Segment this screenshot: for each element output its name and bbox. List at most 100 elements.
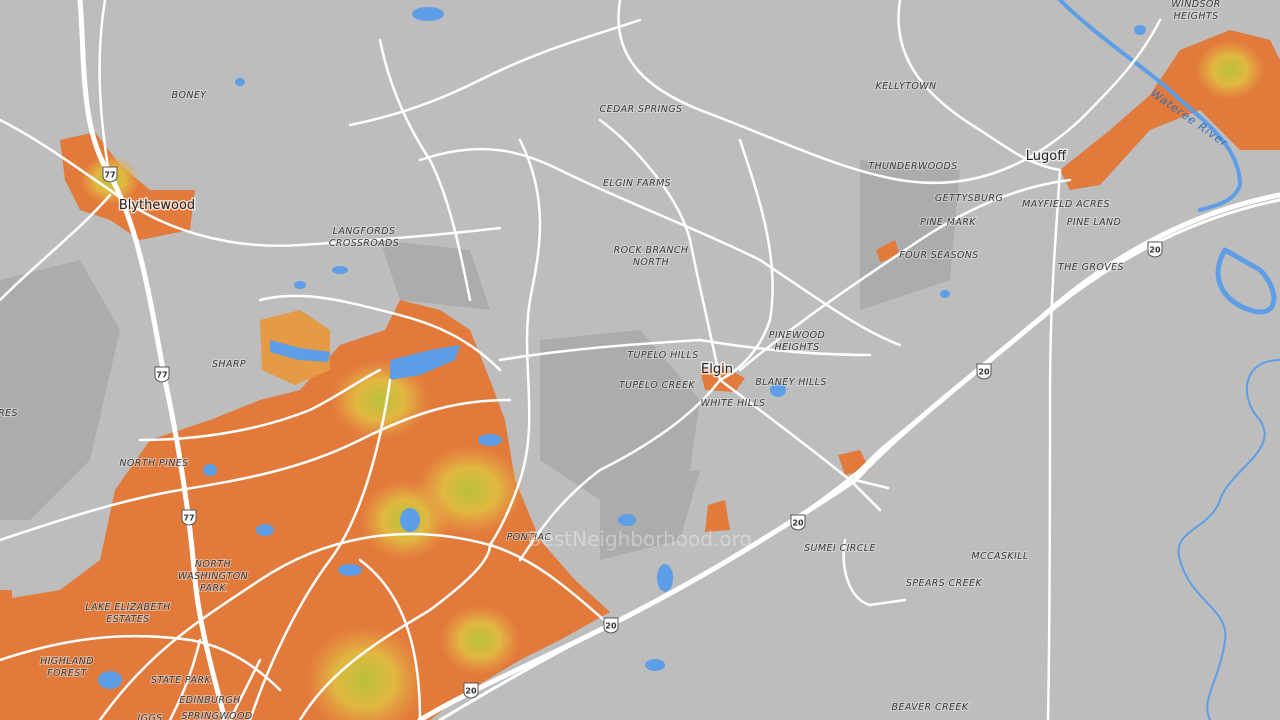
place-label-line: STATE PARK <box>151 675 212 686</box>
place-label: BONEY <box>172 90 208 101</box>
place-label-line: CEDAR SPRINGS <box>600 104 683 115</box>
place-label: NORTH WASHINGTON PARK <box>178 559 248 594</box>
town-label: Blythewood <box>119 198 195 213</box>
place-label-line: HEIGHTS <box>1173 11 1218 22</box>
place-label: PONTIAC <box>507 532 552 543</box>
place-label: ROCK BRANCH NORTH <box>614 245 689 268</box>
place-label: SUMEI CIRCLE <box>804 543 876 554</box>
labels: BONEY LANGFORDS CROSSROADS CEDAR SPRINGS ELG… <box>0 0 1221 720</box>
place-label-line: PONTIAC <box>507 532 552 543</box>
shield-outline <box>790 514 806 531</box>
place-label: HIGHLAND FOREST <box>40 656 94 679</box>
place-label: IGGS <box>137 713 162 720</box>
place-label: STATE PARK <box>151 675 212 686</box>
place-label-line: ESTATES <box>106 614 149 625</box>
place-label-line: LAKE ELIZABETH <box>85 602 170 613</box>
place-label: LAKE ELIZABETH ESTATES <box>85 602 170 625</box>
place-label: MCCASKILL <box>971 551 1028 562</box>
place-label-line: PINEWOOD <box>769 330 826 341</box>
place-label-line: THUNDERWOODS <box>868 161 957 172</box>
highway-shield: 20 <box>1147 241 1163 258</box>
shield-number: 20 <box>465 687 477 696</box>
place-label-line: FOREST <box>47 668 88 679</box>
place-label-line: RES <box>0 408 18 419</box>
place-label: EDINBURGH <box>179 695 240 706</box>
place-label-line: ROCK BRANCH <box>614 245 689 256</box>
place-label-line: TUPELO CREEK <box>619 380 696 391</box>
place-label: CEDAR SPRINGS <box>600 104 683 115</box>
place-label-line: IGGS <box>137 713 162 720</box>
highway-shield: 20 <box>463 682 479 699</box>
place-label-line: LANGFORDS <box>333 226 396 237</box>
place-label-line: SHARP <box>212 359 246 370</box>
shields: 77 77 77 20 20 20 20 20 <box>102 166 1163 699</box>
shield-outline <box>102 166 118 183</box>
highway-shield: 20 <box>790 514 806 531</box>
place-label-line: SPRINGWOOD <box>181 711 252 720</box>
place-label: FOUR SEASONS <box>899 250 979 261</box>
place-label: LANGFORDS CROSSROADS <box>329 226 399 249</box>
highway-shield: 77 <box>181 509 197 526</box>
highway-shield: 77 <box>154 366 170 383</box>
land-cover <box>0 160 960 560</box>
shield-outline <box>181 509 197 526</box>
place-label-line: MCCASKILL <box>971 551 1028 562</box>
place-label: THE GROVES <box>1058 262 1124 273</box>
place-label-line: WINDSOR <box>1171 0 1221 10</box>
place-label: TUPELO HILLS <box>627 350 698 361</box>
shield-outline <box>154 366 170 383</box>
place-label-line: HIGHLAND <box>40 656 94 667</box>
place-label-line: MAYFIELD ACRES <box>1022 199 1110 210</box>
place-label-line: ELGIN FARMS <box>603 178 671 189</box>
shield-number: 20 <box>1149 246 1161 255</box>
place-label-line: EDINBURGH <box>179 695 240 706</box>
town-label: Lugoff <box>1026 149 1067 164</box>
place-label-line: BEAVER CREEK <box>892 702 969 713</box>
place-label-line: THE GROVES <box>1058 262 1124 273</box>
shield-number: 77 <box>156 371 167 380</box>
place-label: RES <box>0 408 18 419</box>
place-label: BLANEY HILLS <box>755 377 827 388</box>
place-label-line: NORTH <box>633 257 669 268</box>
highway-shield: 77 <box>102 166 118 183</box>
place-label-line: HEIGHTS <box>774 342 819 353</box>
place-label: WINDSOR HEIGHTS <box>1171 0 1221 22</box>
place-label: MAYFIELD ACRES <box>1022 199 1110 210</box>
shield-outline <box>603 617 619 634</box>
place-label: SPEARS CREEK <box>906 578 983 589</box>
place-label: SHARP <box>212 359 246 370</box>
place-label-line: FOUR SEASONS <box>899 250 979 261</box>
place-label: PINE LAND <box>1067 217 1121 228</box>
place-label: SPRINGWOOD <box>181 711 252 720</box>
place-label-line: SUMEI CIRCLE <box>804 543 876 554</box>
shield-number: 20 <box>978 368 990 377</box>
place-label-line: BLANEY HILLS <box>755 377 827 388</box>
rivers <box>1058 0 1280 720</box>
highway-shield: 20 <box>603 617 619 634</box>
shield-number: 20 <box>792 519 804 528</box>
place-label: NORTH PINES <box>119 458 188 469</box>
watermark: BestNeighborhood.org <box>528 527 752 551</box>
place-label-line: WASHINGTON <box>178 571 248 582</box>
place-label-line: NORTH PINES <box>119 458 188 469</box>
place-label: PINEWOOD HEIGHTS <box>769 330 826 353</box>
shield-number: 77 <box>104 171 115 180</box>
place-label-line: BONEY <box>172 90 208 101</box>
shield-outline <box>463 682 479 699</box>
place-label-line: TUPELO HILLS <box>627 350 698 361</box>
place-label-line: WHITE HILLS <box>700 398 765 409</box>
place-label-line: GETTYSBURG <box>935 193 1003 204</box>
place-label-line: SPEARS CREEK <box>906 578 983 589</box>
place-label: KELLYTOWN <box>875 81 936 92</box>
place-label: WHITE HILLS <box>700 398 765 409</box>
water <box>98 7 1146 689</box>
shield-number: 20 <box>605 622 617 631</box>
place-label-line: CROSSROADS <box>329 238 399 249</box>
place-label: GETTYSBURG <box>935 193 1003 204</box>
place-label-line: PINE LAND <box>1067 217 1121 228</box>
place-label: TUPELO CREEK <box>619 380 696 391</box>
place-label: PINE MARK <box>920 217 976 228</box>
place-label: BEAVER CREEK <box>892 702 969 713</box>
place-label: THUNDERWOODS <box>868 161 957 172</box>
